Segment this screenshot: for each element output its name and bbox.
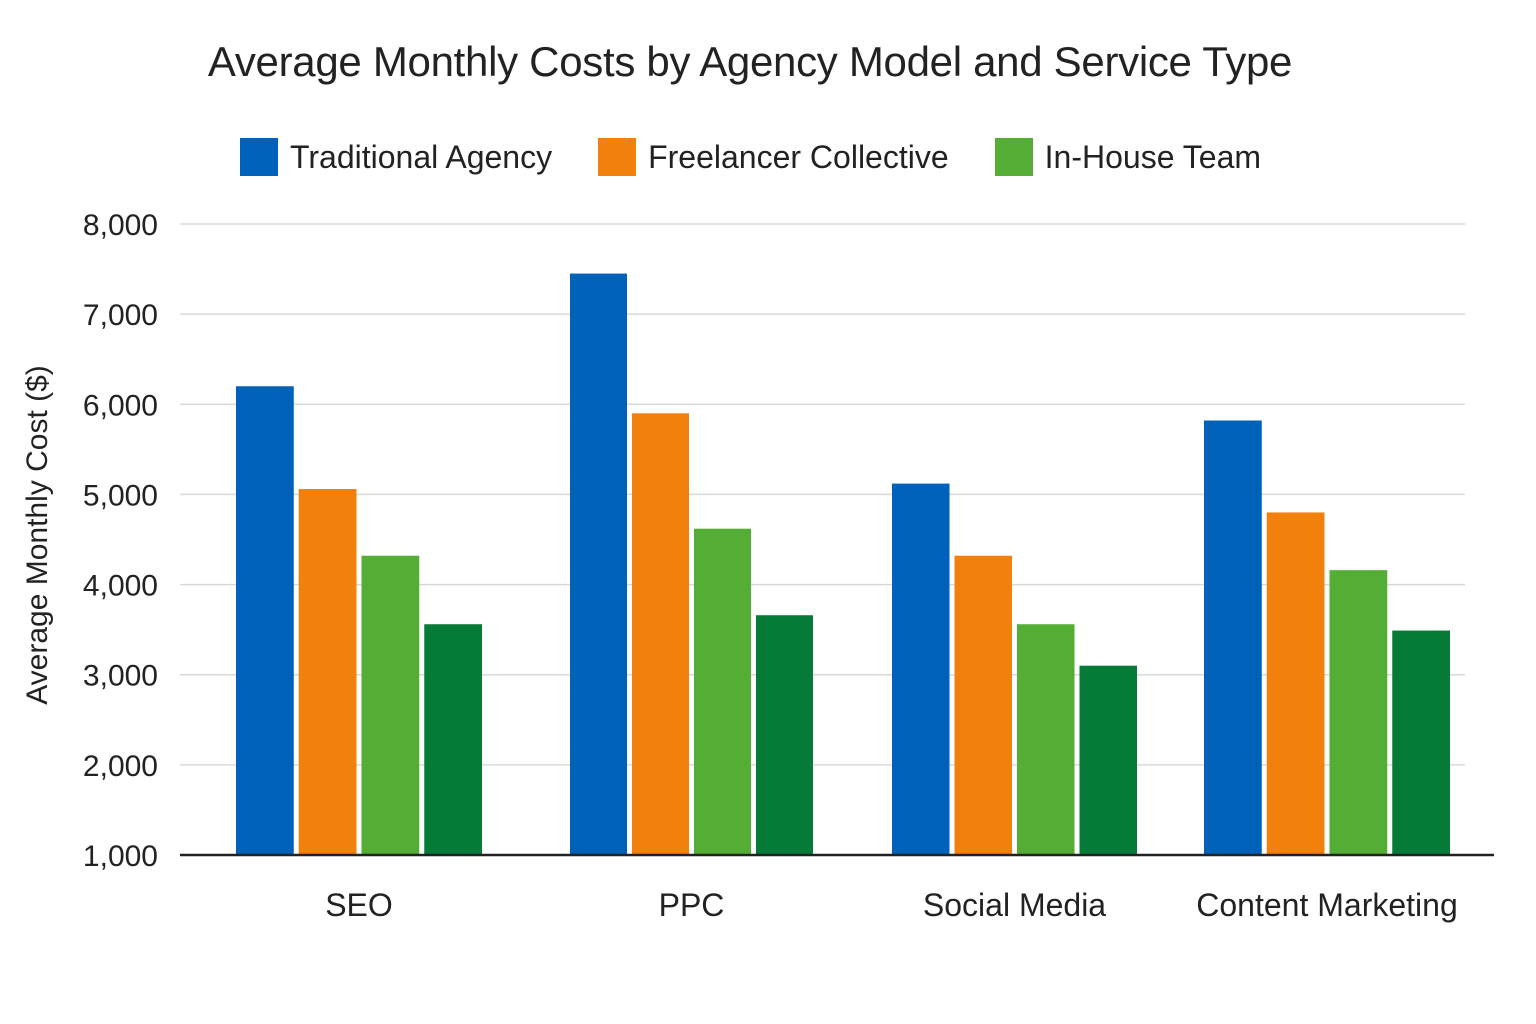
legend-swatch-freelancer-collective	[598, 138, 637, 176]
bar	[1392, 630, 1450, 855]
bar	[1204, 420, 1262, 855]
x-tick-label: Content Marketing	[1196, 887, 1457, 923]
x-tick-label: Social Media	[923, 887, 1106, 923]
bar	[361, 555, 420, 855]
x-tick-label: SEO	[325, 887, 393, 923]
bar	[1079, 665, 1137, 855]
bar	[298, 489, 357, 855]
x-tick-label: PPC	[659, 887, 725, 923]
y-tick-label: 1,000	[83, 840, 158, 873]
legend: Traditional Agency Freelancer Collective…	[240, 138, 1307, 176]
y-tick-label: 6,000	[83, 389, 158, 422]
y-tick-label: 5,000	[83, 479, 158, 512]
legend-label-traditional-agency: Traditional Agency	[290, 138, 553, 175]
legend-label-in-house-team: In-House Team	[1044, 138, 1262, 175]
bar	[1017, 624, 1075, 855]
chart-title: Average Monthly Costs by Agency Model an…	[207, 38, 1293, 85]
legend-item-traditional-agency: Traditional Agency	[240, 138, 552, 176]
legend-item-in-house-team: In-House Team	[994, 138, 1262, 176]
bar	[236, 386, 294, 855]
y-tick-label: 7,000	[83, 299, 158, 332]
y-tick-label: 2,000	[83, 750, 158, 783]
y-tick-label: 3,000	[83, 660, 158, 693]
bar	[892, 483, 950, 855]
bar	[694, 528, 751, 855]
legend-item-freelancer-collective: Freelancer Collective	[598, 138, 949, 176]
bar	[1266, 512, 1325, 855]
bar	[756, 615, 813, 855]
bar	[954, 555, 1012, 855]
legend-swatch-in-house-team	[994, 138, 1033, 176]
bar	[570, 273, 627, 855]
bar	[632, 413, 689, 855]
bar	[424, 624, 482, 855]
legend-swatch-traditional-agency	[240, 138, 278, 176]
legend-label-freelancer-collective: Freelancer Collective	[648, 138, 949, 175]
y-tick-label: 8,000	[83, 209, 158, 242]
y-tick-label: 4,000	[83, 570, 158, 603]
bar	[1329, 570, 1388, 855]
